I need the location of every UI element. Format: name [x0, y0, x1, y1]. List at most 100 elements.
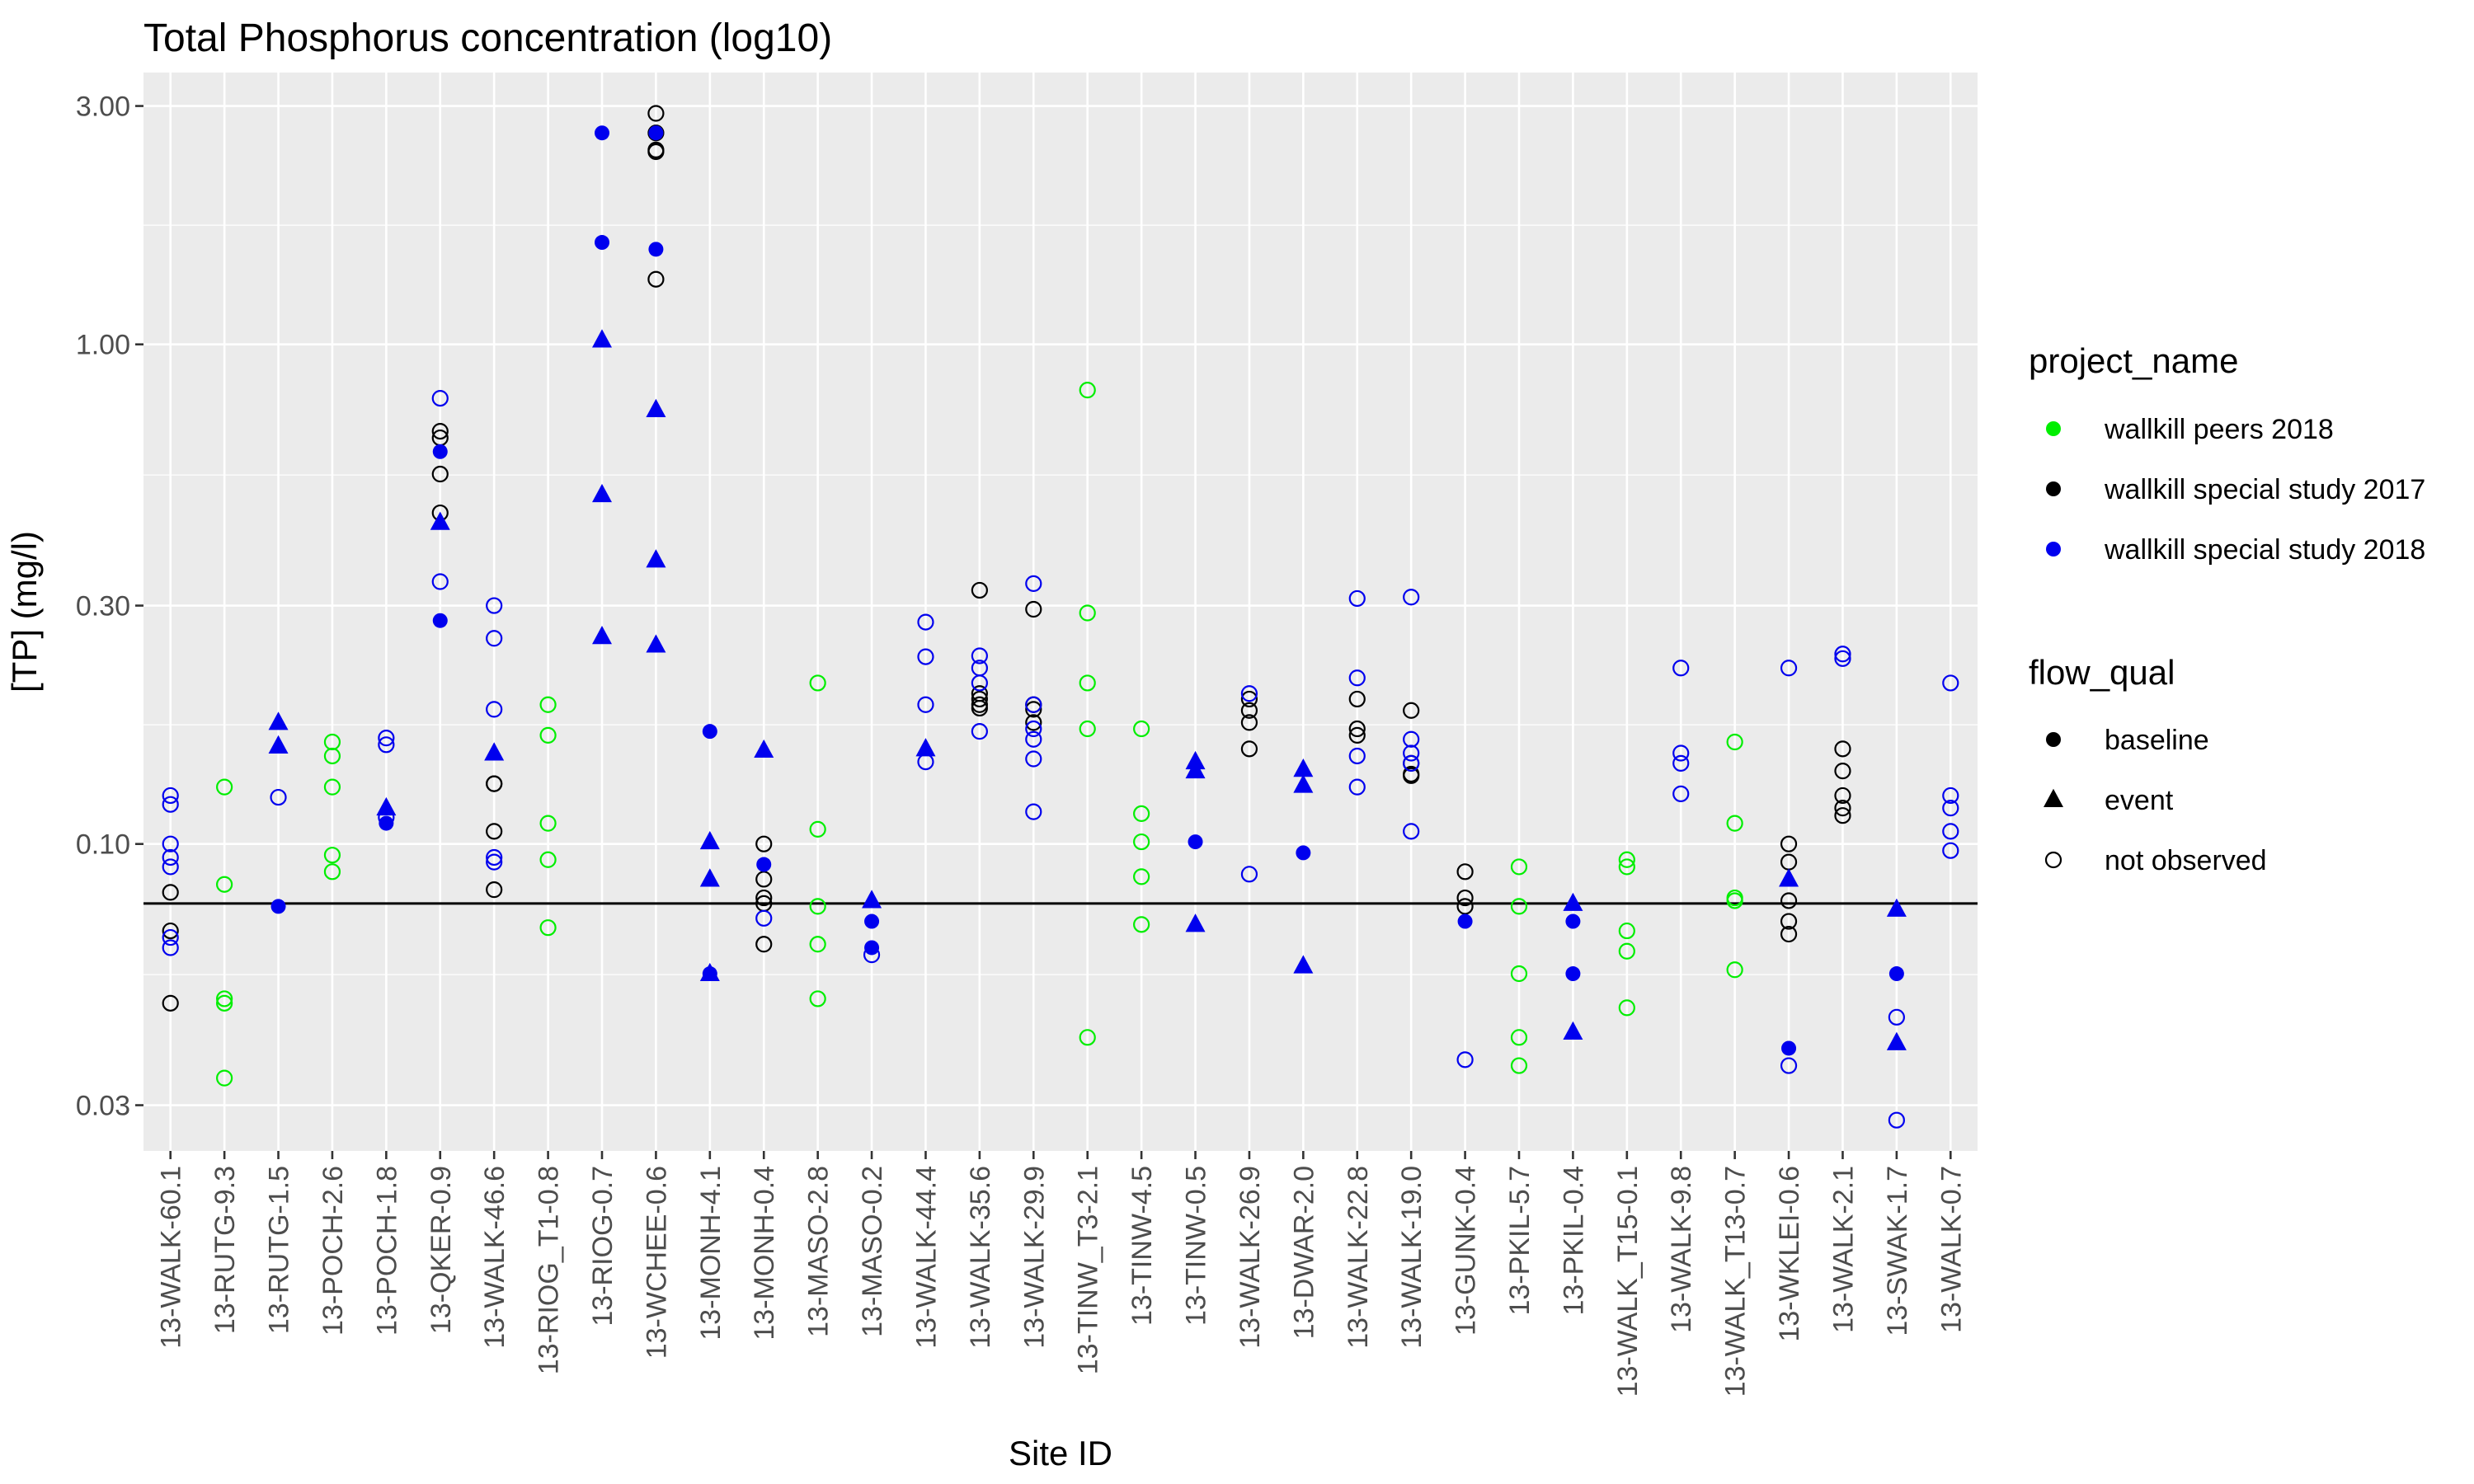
data-point	[1834, 787, 1851, 805]
data-point	[1780, 925, 1798, 943]
legend-label-ss2018: wallkill special study 2018	[2104, 534, 2425, 566]
x-tick-label: 13-PKIL-0.4	[1558, 1166, 1589, 1315]
data-point	[1672, 785, 1690, 802]
data-point	[1510, 1057, 1528, 1074]
x-tick-label: 13-DWAR-2.0	[1288, 1166, 1319, 1339]
data-point	[1348, 669, 1366, 687]
data-point	[486, 701, 503, 718]
x-tick-label: 13-POCH-1.8	[371, 1166, 402, 1336]
y-tick-label: 0.03	[76, 1091, 130, 1122]
data-point	[971, 690, 988, 708]
data-point	[864, 913, 880, 929]
data-point	[1618, 858, 1635, 876]
data-point	[702, 724, 717, 740]
data-points	[162, 105, 1959, 1129]
data-point	[216, 994, 233, 1012]
data-point	[1079, 720, 1096, 738]
data-point	[1672, 754, 1690, 772]
major-gridlines	[143, 73, 1978, 1151]
x-tick-label: 13-WALK-22.8	[1343, 1166, 1374, 1349]
data-point	[1296, 845, 1311, 861]
data-point	[809, 990, 826, 1007]
data-point	[1025, 701, 1042, 718]
data-point	[1293, 955, 1314, 974]
x-tick-label: 13-MASO-2.8	[803, 1166, 835, 1337]
data-point	[1240, 690, 1258, 708]
data-point	[162, 928, 179, 946]
data-point	[1133, 720, 1150, 738]
data-point	[539, 696, 557, 713]
x-tick-label: 13-WALK_T15-0.1	[1612, 1166, 1644, 1397]
data-point	[809, 936, 826, 953]
data-point	[1348, 589, 1366, 608]
data-point	[1133, 868, 1150, 885]
data-point	[1726, 892, 1743, 909]
legend-key-ss2017	[2046, 481, 2061, 496]
data-point	[755, 889, 773, 907]
chart-title: Total Phosphorus concentration (log10)	[143, 16, 832, 60]
data-point	[1348, 690, 1366, 708]
data-point	[539, 815, 557, 832]
data-point	[1403, 754, 1420, 772]
data-point	[431, 422, 449, 440]
data-point	[864, 940, 880, 956]
data-point	[216, 876, 233, 893]
data-point	[592, 626, 612, 645]
data-point	[1025, 714, 1042, 731]
legend-label-ss2017: wallkill special study 2017	[2104, 474, 2425, 505]
x-tick-label: 13-MASO-0.2	[857, 1166, 888, 1337]
data-point	[1403, 823, 1420, 840]
data-point	[756, 857, 772, 872]
data-point	[1834, 807, 1851, 824]
data-point	[1618, 942, 1635, 960]
data-point	[917, 648, 934, 665]
data-point	[431, 465, 449, 483]
data-point	[648, 125, 664, 141]
data-point	[1834, 763, 1851, 780]
x-tick-label: 13-WALK-19.0	[1396, 1166, 1427, 1349]
x-tick-label: 13-RUTG-1.5	[264, 1166, 295, 1334]
data-point	[646, 634, 666, 653]
data-point	[809, 898, 826, 915]
x-axis: 13-WALK-60.1 13-RUTG-9.3 13-RUTG-1.5 13-POC…	[156, 1151, 1967, 1397]
data-point	[1025, 720, 1042, 738]
data-point	[1886, 1031, 1907, 1050]
data-point	[486, 853, 503, 871]
data-point	[1565, 913, 1581, 929]
data-point	[862, 890, 882, 909]
data-point	[648, 242, 664, 257]
x-tick-label: 13-GUNK-0.4	[1451, 1166, 1482, 1336]
data-point	[1133, 833, 1150, 851]
data-point	[647, 270, 665, 288]
y-axis-title: [TP] (mg/l)	[5, 531, 44, 693]
data-point	[1293, 758, 1314, 777]
data-point	[430, 511, 450, 530]
data-point	[216, 778, 233, 796]
x-tick-label: 13-WALK-2.1	[1827, 1166, 1859, 1333]
data-point	[486, 597, 503, 614]
y-tick-label: 1.00	[76, 330, 130, 361]
data-point	[1672, 660, 1690, 677]
data-point	[431, 573, 449, 590]
data-point	[539, 919, 557, 937]
data-point	[162, 787, 179, 805]
data-point	[1240, 740, 1258, 758]
data-point	[376, 796, 397, 816]
data-point	[1563, 1021, 1583, 1040]
data-point	[1348, 778, 1366, 796]
data-point	[1188, 834, 1203, 850]
data-point	[1348, 720, 1366, 738]
x-tick-label: 13-WALK-35.6	[965, 1166, 996, 1349]
data-point	[268, 735, 289, 754]
data-point	[270, 788, 287, 806]
data-point	[971, 699, 988, 717]
data-point	[1403, 730, 1420, 748]
data-point	[1780, 913, 1798, 930]
data-point	[1510, 858, 1528, 876]
data-point	[431, 389, 449, 407]
legend-key-baseline	[2046, 732, 2061, 747]
data-point	[162, 939, 179, 956]
y-tick-label: 0.30	[76, 591, 130, 622]
data-point	[486, 630, 503, 647]
data-point	[1185, 913, 1206, 932]
